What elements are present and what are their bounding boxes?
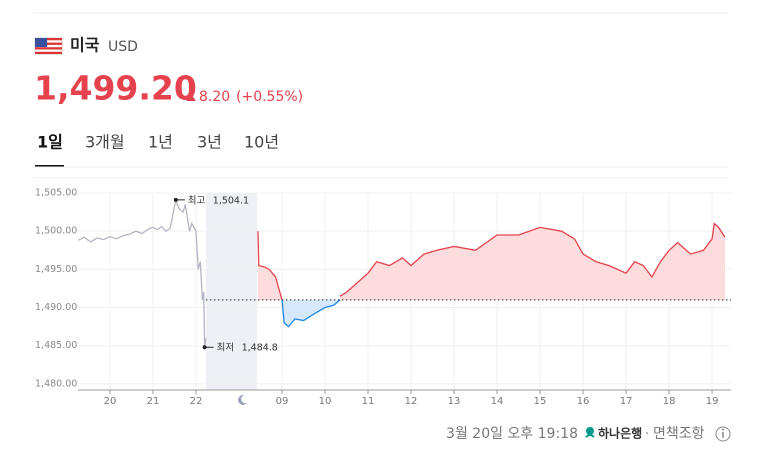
x-tick-label: 10 [319,396,332,407]
x-tick-label: 15 [534,396,547,407]
disclaimer[interactable]: 면책조항 [653,426,705,442]
tab[interactable]: 1일 [37,133,63,152]
bank-logo [585,427,595,438]
annotation-value: 1,484.8 [242,343,278,354]
x-tick-label: 11 [362,396,375,407]
area-fill [340,223,725,300]
area-fill [282,299,341,327]
annotation-label: 최고 [188,195,206,206]
y-tick-label: 1,480.00 [35,378,77,389]
x-tick-label: 17 [620,396,633,407]
timestamp: 3월 20일 오후 19:18 [446,426,578,442]
night-band [205,193,258,390]
currency: USD [108,39,138,55]
area-fill [257,231,283,300]
x-tick-label: 09 [276,396,289,407]
x-tick-label: 22 [190,396,203,407]
tab[interactable]: 3년 [197,133,222,152]
price-line [281,299,341,328]
x-tick-label: 16 [577,396,590,407]
price: 1,499.20 [34,69,197,108]
y-tick-label: 1,505.00 [35,188,77,199]
tab[interactable]: 10년 [244,133,279,152]
tab[interactable]: 1년 [148,133,173,152]
flag [34,37,63,55]
up-arrow [186,94,196,101]
annotation-label: 최저 [217,343,234,354]
tab[interactable]: 3개월 [85,133,125,152]
y-tick-label: 1,500.00 [35,226,77,237]
annotation-value: 1,504.1 [213,195,249,206]
y-tick-label: 1,495.00 [35,264,77,275]
price-line [339,222,726,297]
x-tick-label: 21 [147,396,160,407]
price-line [77,197,207,348]
tabs: 1일 3개월 1년 3년 10년 [35,133,279,167]
y-tick-label: 1,490.00 [35,302,77,313]
change-pct: (+0.55%) [236,89,303,105]
y-tick-label: 1,485.00 [35,340,77,351]
chart: 1,505.00 1,500.00 1,495.00 1,490.00 1,485.00… [35,188,731,407]
x-tick-label: 19 [706,396,719,407]
x-tick-label: 12 [405,396,418,407]
x-tick-label: 14 [491,396,504,407]
separator: · [645,426,649,442]
source: 하나은행 [598,426,642,441]
night-icon [238,394,247,405]
x-tick-label: 20 [104,396,117,407]
info-icon[interactable] [715,426,731,442]
x-tick-label: 13 [448,396,461,407]
price-line [257,231,283,301]
x-tick-label: 18 [663,396,676,407]
country: 미국 [70,36,100,55]
change: 8.20 [199,89,230,105]
